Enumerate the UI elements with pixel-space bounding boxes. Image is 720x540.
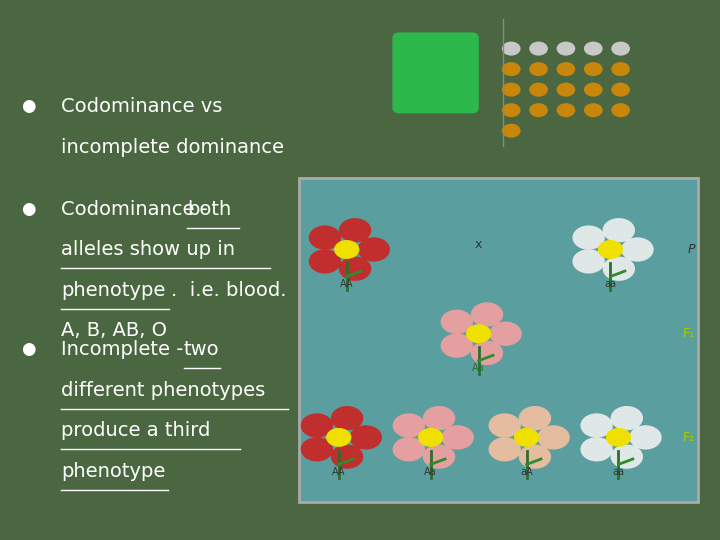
Circle shape bbox=[518, 406, 551, 430]
Text: both: both bbox=[187, 200, 231, 219]
Circle shape bbox=[441, 309, 473, 334]
Circle shape bbox=[603, 218, 635, 242]
Circle shape bbox=[518, 444, 551, 469]
Circle shape bbox=[611, 406, 643, 430]
Circle shape bbox=[490, 321, 522, 346]
Circle shape bbox=[584, 103, 603, 117]
FancyBboxPatch shape bbox=[299, 178, 698, 502]
Text: Incomplete -: Incomplete - bbox=[61, 340, 190, 359]
Circle shape bbox=[489, 437, 521, 462]
Circle shape bbox=[441, 334, 473, 358]
Circle shape bbox=[529, 62, 548, 76]
Circle shape bbox=[301, 437, 333, 462]
Text: aA: aA bbox=[521, 467, 533, 477]
Circle shape bbox=[606, 428, 631, 447]
Circle shape bbox=[529, 103, 548, 117]
Text: ●: ● bbox=[22, 340, 36, 358]
Circle shape bbox=[392, 413, 425, 437]
Circle shape bbox=[350, 426, 382, 449]
Circle shape bbox=[466, 324, 491, 343]
Circle shape bbox=[557, 62, 575, 76]
Circle shape bbox=[502, 42, 521, 56]
Circle shape bbox=[611, 62, 630, 76]
Circle shape bbox=[441, 426, 474, 449]
Circle shape bbox=[598, 240, 623, 259]
Circle shape bbox=[572, 249, 605, 274]
Text: AA: AA bbox=[340, 279, 354, 289]
Circle shape bbox=[326, 428, 351, 447]
Circle shape bbox=[557, 103, 575, 117]
Text: phenotype: phenotype bbox=[61, 462, 166, 481]
Circle shape bbox=[557, 83, 575, 97]
Circle shape bbox=[471, 341, 503, 365]
Text: two: two bbox=[184, 340, 219, 359]
Circle shape bbox=[611, 83, 630, 97]
Circle shape bbox=[489, 413, 521, 437]
Circle shape bbox=[572, 225, 605, 249]
Text: aa: aa bbox=[605, 279, 616, 289]
Text: phenotype: phenotype bbox=[61, 281, 166, 300]
Text: alleles show up in: alleles show up in bbox=[61, 240, 235, 259]
Circle shape bbox=[309, 249, 341, 274]
Circle shape bbox=[621, 238, 654, 261]
Text: incomplete dominance: incomplete dominance bbox=[61, 138, 284, 157]
Circle shape bbox=[580, 437, 613, 462]
Circle shape bbox=[309, 225, 341, 249]
Circle shape bbox=[331, 444, 364, 469]
Text: ●: ● bbox=[22, 97, 36, 115]
Circle shape bbox=[584, 62, 603, 76]
Text: AA: AA bbox=[332, 467, 346, 477]
Circle shape bbox=[423, 444, 455, 469]
Circle shape bbox=[611, 103, 630, 117]
Circle shape bbox=[471, 302, 503, 327]
Circle shape bbox=[611, 42, 630, 56]
Circle shape bbox=[514, 428, 539, 447]
Circle shape bbox=[502, 62, 521, 76]
Text: x: x bbox=[475, 238, 482, 251]
Circle shape bbox=[529, 42, 548, 56]
Text: Aa: Aa bbox=[424, 467, 437, 477]
Circle shape bbox=[331, 406, 364, 430]
Circle shape bbox=[418, 428, 444, 447]
Circle shape bbox=[301, 413, 333, 437]
Text: F₁: F₁ bbox=[683, 327, 695, 340]
Circle shape bbox=[392, 437, 425, 462]
Circle shape bbox=[529, 83, 548, 97]
Text: Aa: Aa bbox=[472, 363, 485, 374]
Circle shape bbox=[537, 426, 570, 449]
Circle shape bbox=[584, 83, 603, 97]
Circle shape bbox=[629, 426, 662, 449]
Circle shape bbox=[502, 83, 521, 97]
Text: P: P bbox=[688, 243, 695, 256]
Circle shape bbox=[334, 240, 359, 259]
Text: aa: aa bbox=[613, 467, 624, 477]
Text: Codominance vs: Codominance vs bbox=[61, 97, 222, 116]
Text: different phenotypes: different phenotypes bbox=[61, 381, 266, 400]
Circle shape bbox=[580, 413, 613, 437]
Text: F₂: F₂ bbox=[683, 431, 695, 444]
Text: .  i.e. blood.: . i.e. blood. bbox=[171, 281, 286, 300]
Circle shape bbox=[603, 256, 635, 281]
Text: produce a third: produce a third bbox=[61, 421, 210, 440]
Circle shape bbox=[502, 103, 521, 117]
Text: A, B, AB, O: A, B, AB, O bbox=[61, 321, 167, 340]
Circle shape bbox=[502, 124, 521, 138]
Circle shape bbox=[611, 444, 643, 469]
Circle shape bbox=[423, 406, 455, 430]
Circle shape bbox=[584, 42, 603, 56]
Circle shape bbox=[358, 238, 390, 261]
Circle shape bbox=[339, 218, 372, 242]
FancyBboxPatch shape bbox=[392, 32, 479, 113]
Circle shape bbox=[339, 256, 372, 281]
Text: ●: ● bbox=[22, 200, 36, 218]
Text: Codominance -: Codominance - bbox=[61, 200, 215, 219]
Circle shape bbox=[557, 42, 575, 56]
